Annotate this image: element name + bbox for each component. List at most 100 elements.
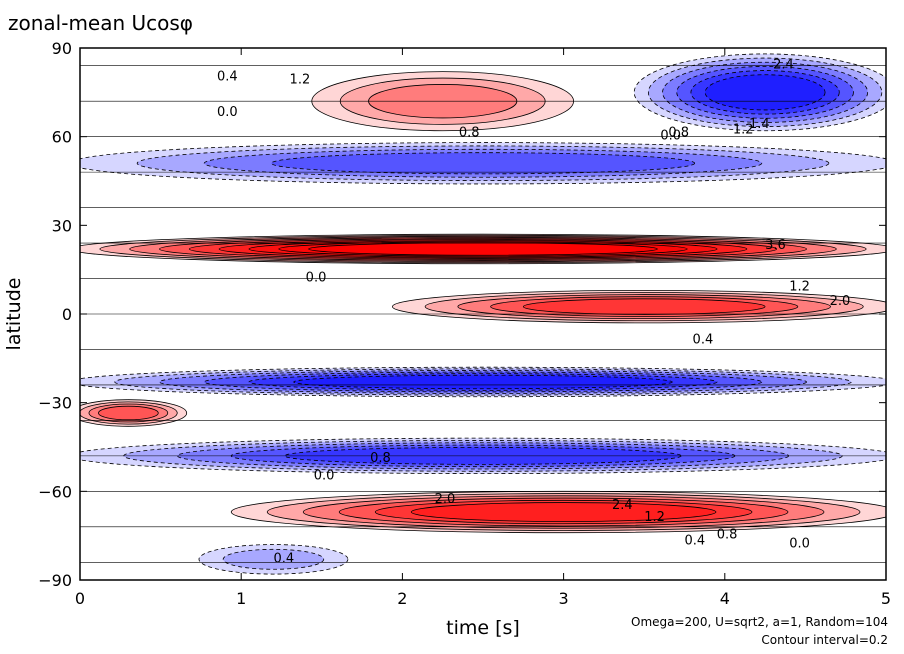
x-tick-label: 1 [236, 589, 246, 608]
contour-line [676, 65, 854, 119]
y-tick-label: 90 [52, 39, 72, 58]
x-tick-label: 5 [881, 589, 891, 608]
field-band [375, 500, 752, 524]
x-tick-label: 0 [75, 589, 85, 608]
contour-label: 1.2 [789, 279, 810, 294]
field-band [411, 502, 716, 522]
contour-line [662, 61, 869, 123]
contour-label: 2.4 [773, 58, 794, 73]
contour-label: 0.4 [693, 333, 714, 348]
contour-line [457, 294, 831, 320]
contour-line [203, 371, 763, 393]
field-band [80, 401, 178, 425]
contour-line [690, 70, 840, 115]
y-tick-label: 60 [52, 128, 72, 147]
contour-line [136, 145, 830, 181]
field-band [490, 296, 798, 317]
contour-line [266, 493, 861, 531]
run-parameters-note: Omega=200, U=sqrt2, a=1, Random=104 [631, 615, 888, 629]
contour-interval-note: Contour interval=0.2 [761, 633, 888, 647]
contour-line [522, 298, 766, 315]
contour-line [218, 239, 748, 259]
contour-line [188, 238, 778, 260]
contour-line [302, 495, 825, 529]
field-band [676, 66, 854, 119]
contour-line [80, 142, 886, 185]
field-band [88, 404, 168, 422]
field-band [308, 242, 658, 256]
contour-line [80, 437, 886, 474]
field-band [204, 372, 762, 392]
contour-label: 0.0 [306, 270, 327, 285]
x-axis: 0 1 2 3 4 5 [75, 48, 891, 608]
field-band [648, 58, 882, 127]
y-tick-label: −60 [38, 482, 72, 501]
contour-line [392, 289, 886, 324]
contour-label: 0.4 [217, 70, 238, 85]
contour-line [159, 237, 807, 261]
contour-line [80, 233, 886, 265]
field-band [231, 491, 886, 533]
contour-line [270, 152, 696, 175]
contour-line [308, 242, 658, 256]
contour-line [80, 401, 178, 425]
contour-label: 0.0 [217, 105, 238, 120]
contour-line [159, 370, 807, 394]
field-band [267, 493, 860, 531]
contour-label: 0.8 [370, 451, 391, 466]
y-axis: −90 −60 −30 0 30 60 90 [38, 39, 886, 590]
contour-lines [80, 53, 886, 575]
contour-line [80, 366, 886, 398]
contour-label: 0.8 [717, 528, 738, 543]
y-tick-label: −90 [38, 571, 72, 590]
contour-line [704, 74, 826, 111]
contour-label: 2.0 [435, 492, 456, 507]
contour-labels: 0.4 1.20.80.02.41.41.20.80.03.60.01.22.00… [217, 58, 850, 567]
contour-label: 1.2 [733, 123, 754, 138]
contour-label: 0.4 [273, 551, 294, 566]
contour-label: 2.0 [830, 294, 851, 309]
contour-label: 0.0 [789, 536, 810, 551]
x-tick-label: 3 [559, 589, 569, 608]
contour-line [98, 405, 159, 421]
field-band [339, 498, 788, 526]
contour-line [424, 292, 864, 322]
contour-label: 0.4 [685, 534, 706, 549]
contour-line [248, 240, 718, 258]
field-band [392, 290, 886, 323]
field-band [80, 142, 886, 184]
field-band [690, 70, 840, 115]
contour-label: 1.4 [749, 117, 770, 132]
field-band [80, 367, 886, 397]
field-band [114, 368, 852, 396]
contour-label: 1.2 [644, 510, 665, 525]
contour-line [198, 544, 349, 575]
shaded-field [80, 53, 886, 575]
x-axis-label: time [s] [446, 617, 520, 639]
contour-line [248, 373, 718, 391]
x-tick-label: 4 [720, 589, 730, 608]
field-band [80, 399, 187, 427]
y-axis-label: latitude [3, 278, 25, 351]
contour-line [633, 53, 886, 132]
contour-line [203, 148, 763, 178]
contour-line [374, 499, 753, 525]
field-band [204, 149, 762, 178]
contour-line [410, 502, 717, 522]
contour-line [338, 497, 789, 527]
chart-title: zonal-mean Ucosφ [8, 11, 193, 35]
contour-line [647, 57, 883, 127]
contour-label: 0.8 [668, 126, 689, 141]
contour-line [129, 235, 837, 263]
contour-line [278, 241, 688, 257]
contour-label: 1.2 [290, 72, 311, 87]
y-tick-label: 0 [62, 305, 72, 324]
contour-line [99, 234, 867, 264]
y-tick-label: 30 [52, 216, 72, 235]
field-band [457, 294, 831, 319]
contour-label: 2.4 [612, 498, 633, 513]
field-band [223, 549, 324, 570]
contour-line [222, 548, 325, 570]
contour-line [293, 374, 673, 390]
